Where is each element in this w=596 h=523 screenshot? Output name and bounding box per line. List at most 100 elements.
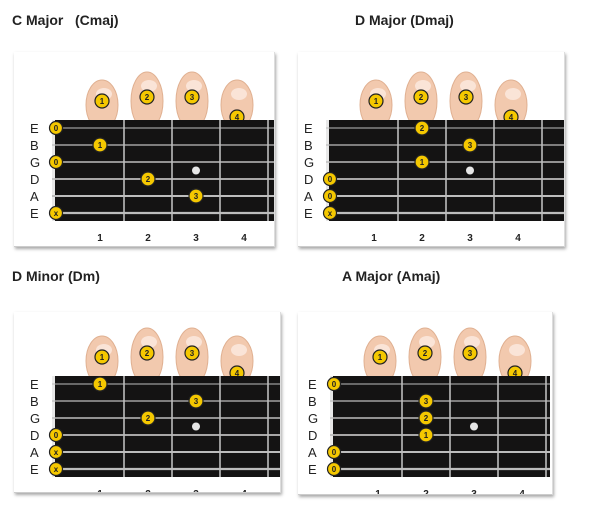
fretboard xyxy=(52,376,280,477)
fingernail-2 xyxy=(141,336,157,348)
finger-number-2: 2 xyxy=(417,345,433,361)
hand-illustration: 1 2 3 4 xyxy=(85,71,254,131)
finger-number-2-dot xyxy=(413,89,429,105)
nut xyxy=(52,376,55,477)
finger-position-2-label: 2 xyxy=(420,124,425,133)
finger-number-4-label: 4 xyxy=(235,113,240,122)
string-name-1: E xyxy=(304,121,313,136)
finger-position-1-label: 1 xyxy=(420,158,425,167)
finger-number-4-label: 4 xyxy=(235,369,240,378)
finger-number-2: 2 xyxy=(139,345,155,361)
finger-number-1-dot xyxy=(94,93,110,109)
open-string-5: 0 xyxy=(322,188,338,204)
finger-position-2: 2 xyxy=(140,171,156,187)
finger-position-2-dot xyxy=(140,410,156,426)
finger-position-3-dot xyxy=(188,188,204,204)
string-name-4: D xyxy=(30,428,39,443)
finger-number-3-label: 3 xyxy=(190,93,195,102)
string-name-1: E xyxy=(30,377,39,392)
fret-number-2: 2 xyxy=(423,489,429,494)
finger-number-1: 1 xyxy=(372,349,388,365)
open-string-4-label: 0 xyxy=(328,175,333,184)
string-name-6: E xyxy=(304,206,313,221)
muted-string-6-label: x xyxy=(54,209,59,218)
finger-number-2-label: 2 xyxy=(419,93,424,102)
fingernail-2 xyxy=(419,336,435,348)
string-name-2: B xyxy=(304,138,313,153)
muted-string-6-dot xyxy=(48,205,64,221)
finger-position-2: 2 xyxy=(140,410,156,426)
fret-inlay-3 xyxy=(192,422,200,431)
finger-number-3-label: 3 xyxy=(468,349,473,358)
fret-number-4: 4 xyxy=(241,233,247,244)
finger-position-3-label: 3 xyxy=(194,192,199,201)
finger-number-1-dot xyxy=(94,349,110,365)
fret-number-3: 3 xyxy=(467,233,473,244)
finger-position-1-dot xyxy=(414,154,430,170)
muted-string-6: x xyxy=(322,205,338,221)
string-name-3: G xyxy=(304,155,314,170)
string-name-3: G xyxy=(30,411,40,426)
finger-position-1-dot xyxy=(92,137,108,153)
finger-position-3: 3 xyxy=(462,137,478,153)
fret-number-3: 3 xyxy=(193,489,199,492)
string-name-4: D xyxy=(308,428,317,443)
fingernail-3 xyxy=(464,336,480,348)
open-string-1: 0 xyxy=(326,376,342,392)
finger-position-3: 3 xyxy=(418,393,434,409)
finger-position-2-label: 2 xyxy=(146,414,151,423)
muted-string-6: x xyxy=(48,461,64,477)
finger-number-1-label: 1 xyxy=(374,97,379,106)
finger-position-1: 1 xyxy=(414,154,430,170)
finger-number-2-label: 2 xyxy=(145,93,150,102)
finger-number-1: 1 xyxy=(368,93,384,109)
finger-number-2-dot xyxy=(417,345,433,361)
finger-number-3-dot xyxy=(184,345,200,361)
open-string-5: 0 xyxy=(326,444,342,460)
fingernail-3 xyxy=(186,80,202,92)
string-name-1: E xyxy=(30,121,39,136)
finger-position-1: 1 xyxy=(418,427,434,443)
string-name-6: E xyxy=(30,462,39,477)
finger-number-1-dot xyxy=(368,93,384,109)
fingernail-2 xyxy=(141,80,157,92)
muted-string-6-label: x xyxy=(328,209,333,218)
fret-number-4: 4 xyxy=(519,489,525,494)
finger-number-1-label: 1 xyxy=(100,97,105,106)
finger-position-1-dot xyxy=(92,376,108,392)
finger-number-1-dot xyxy=(372,349,388,365)
finger-number-2-dot xyxy=(139,345,155,361)
finger-position-2-dot xyxy=(140,171,156,187)
fretboard xyxy=(330,376,550,477)
open-string-3-dot xyxy=(48,154,64,170)
string-name-2: B xyxy=(30,394,39,409)
chord-diagram-d-minor: 1234EBGDAE123450xx132 xyxy=(14,312,281,493)
open-string-1-label: 0 xyxy=(54,124,59,133)
finger-number-1: 1 xyxy=(94,349,110,365)
open-string-5-dot xyxy=(326,444,342,460)
open-string-6-dot xyxy=(326,461,342,477)
open-string-5-label: 0 xyxy=(332,448,337,457)
open-string-4-dot xyxy=(48,427,64,443)
finger-position-3-dot xyxy=(188,393,204,409)
fret-number-4: 4 xyxy=(515,233,521,244)
fret-inlay-3 xyxy=(466,166,474,175)
muted-string-6: x xyxy=(48,205,64,221)
fingernail-4 xyxy=(231,344,247,356)
finger-position-2: 2 xyxy=(418,410,434,426)
string-name-3: G xyxy=(308,411,318,426)
fret-number-1: 1 xyxy=(97,489,103,492)
fret-number-3: 3 xyxy=(193,233,199,244)
finger-position-3-dot xyxy=(462,137,478,153)
finger-position-3-label: 3 xyxy=(468,141,473,150)
finger-position-2-label: 2 xyxy=(146,175,151,184)
string-name-6: E xyxy=(30,206,39,221)
muted-string-5-label: x xyxy=(54,448,59,457)
muted-string-6-label: x xyxy=(54,465,59,474)
finger-number-4-label: 4 xyxy=(513,369,518,378)
open-string-1-dot xyxy=(326,376,342,392)
finger-number-2: 2 xyxy=(139,89,155,105)
fret-number-3: 3 xyxy=(471,489,477,494)
